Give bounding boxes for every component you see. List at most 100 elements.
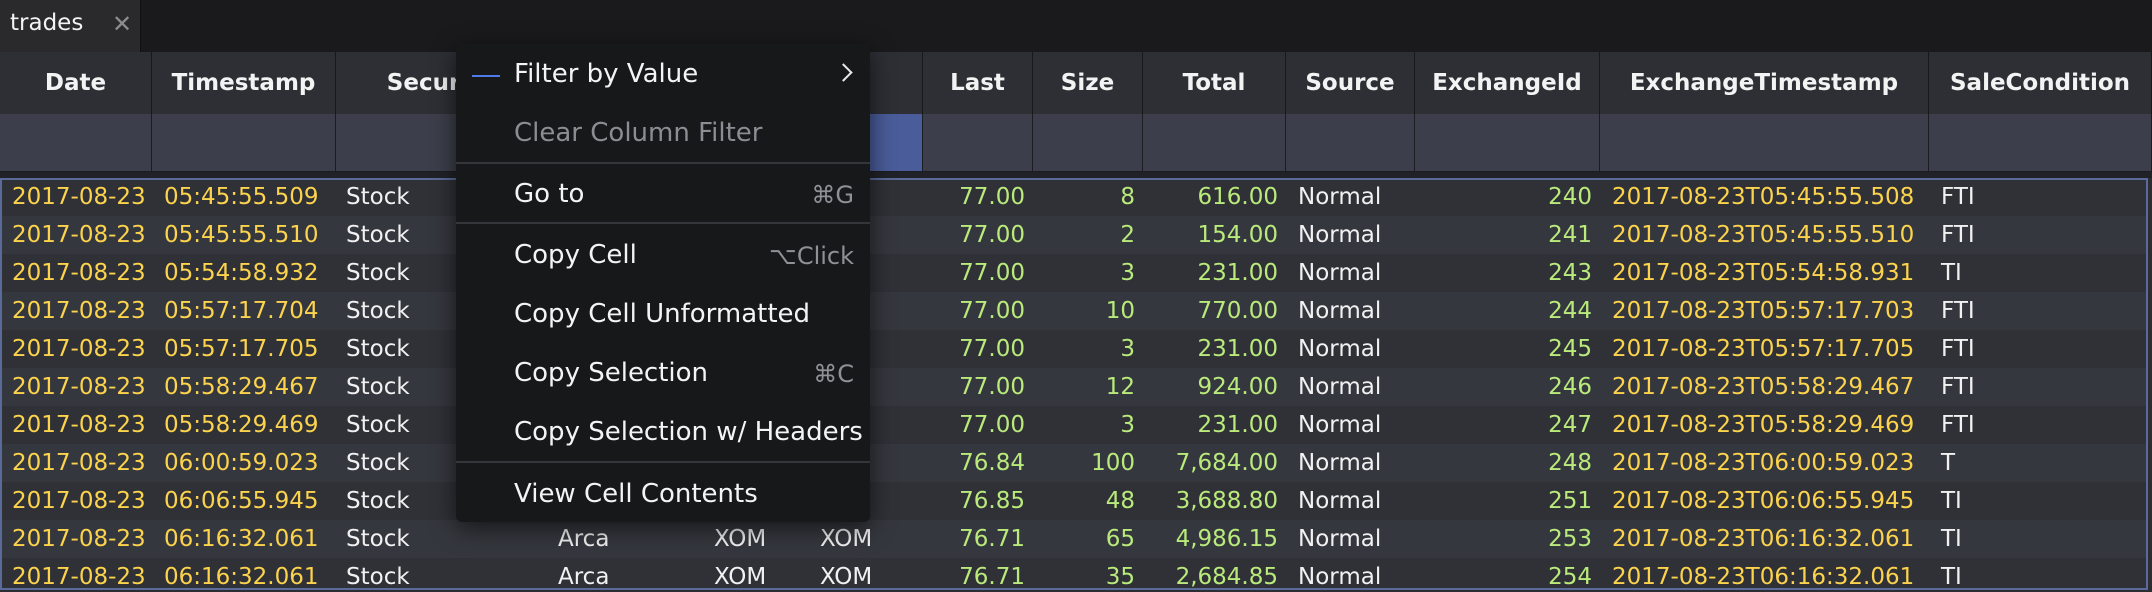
table-cell-total[interactable]: 3,688.80 (1175, 488, 1278, 514)
table-cell-exchange-timestamp[interactable]: 2017-08-23T05:54:58.931 (1612, 260, 1915, 286)
data-grid[interactable]: DateTimestampSecuritymLastSizeTotalSourc… (0, 52, 2152, 592)
table-cell-exchange-id[interactable]: 254 (1548, 564, 1592, 590)
tab-trades[interactable]: trades ✕ (0, 0, 141, 52)
table-row[interactable]: 2017-08-23 05:57:17.704 Stock 77.00 10 770.00… (2, 292, 2146, 330)
table-cell-security[interactable]: Stock (346, 298, 410, 324)
table-cell-date[interactable]: 2017-08-23 (12, 298, 146, 324)
filter-cell-total[interactable] (1143, 114, 1286, 172)
table-cell-size[interactable]: 65 (1105, 526, 1135, 552)
table-cell-total[interactable]: 2,684.85 (1175, 564, 1278, 590)
table-cell-security[interactable]: Stock (346, 450, 410, 476)
table-cell-timestamp[interactable]: 05:54:58.932 (164, 260, 319, 286)
table-cell-security[interactable]: Stock (346, 336, 410, 362)
table-cell-exchange-id[interactable]: 248 (1548, 450, 1592, 476)
table-cell-total[interactable]: 4,986.15 (1175, 526, 1278, 552)
table-cell-total[interactable]: 154.00 (1197, 222, 1278, 248)
filter-cell-sale-condition[interactable] (1929, 114, 2152, 172)
table-cell-sale-condition[interactable]: FTI (1941, 222, 1975, 248)
table-cell-last[interactable]: 76.85 (959, 488, 1025, 514)
column-header-total[interactable]: Total (1143, 52, 1286, 114)
table-cell-exchange-id[interactable]: 243 (1548, 260, 1592, 286)
table-cell-exchange-timestamp[interactable]: 2017-08-23T05:58:29.467 (1612, 374, 1915, 400)
table-cell-timestamp[interactable]: 05:45:55.509 (164, 184, 319, 210)
table-cell-last[interactable]: 77.00 (959, 298, 1025, 324)
table-row[interactable]: 2017-08-23 05:58:29.467 Stock 77.00 12 924.00… (2, 368, 2146, 406)
table-cell-exchange-id[interactable]: 247 (1548, 412, 1592, 438)
table-cell-sale-condition[interactable]: TI (1941, 564, 1962, 590)
table-cell-source[interactable]: Normal (1298, 184, 1382, 210)
close-icon[interactable]: ✕ (112, 10, 133, 38)
menu-item-copy-cell[interactable]: Copy Cell ⌥Click (456, 231, 870, 281)
filter-cell-timestamp[interactable] (152, 114, 336, 172)
table-row[interactable]: 2017-08-23 06:00:59.023 Stock 76.84 100 7,684… (2, 444, 2146, 482)
filter-cell-source[interactable] (1286, 114, 1415, 172)
table-cell-source[interactable]: Normal (1298, 336, 1382, 362)
table-cell-exchange-timestamp[interactable]: 2017-08-23T05:57:17.703 (1612, 298, 1915, 324)
menu-item-filter-by-value[interactable]: Filter by Value (456, 50, 870, 100)
table-cell-security[interactable]: Stock (346, 260, 410, 286)
table-cell-date[interactable]: 2017-08-23 (12, 450, 146, 476)
table-cell-exchange-timestamp[interactable]: 2017-08-23T06:00:59.023 (1612, 450, 1915, 476)
table-row[interactable]: 2017-08-23 05:45:55.510 Stock 77.00 2 154.00 N… (2, 216, 2146, 254)
table-cell-sale-condition[interactable]: FTI (1941, 184, 1975, 210)
table-cell-last[interactable]: 77.00 (959, 222, 1025, 248)
filter-cell-size[interactable] (1033, 114, 1143, 172)
table-cell-source[interactable]: Normal (1298, 374, 1382, 400)
table-cell-symbol[interactable]: XOM (714, 564, 767, 590)
filter-cell-date[interactable] (0, 114, 152, 172)
menu-item-copy-selection[interactable]: Copy Selection ⌘C (456, 349, 870, 399)
table-cell-sym[interactable]: XOM (820, 564, 873, 590)
table-cell-size[interactable]: 10 (1105, 298, 1135, 324)
table-cell-exchange-id[interactable]: 241 (1548, 222, 1592, 248)
table-row[interactable]: 2017-08-23 06:16:32.061 Stock Arca XOM XOM 76.… (2, 558, 2146, 590)
table-row[interactable]: 2017-08-23 06:06:55.945 Stock 76.85 48 3,688.… (2, 482, 2146, 520)
table-cell-timestamp[interactable]: 05:45:55.510 (164, 222, 319, 248)
table-cell-security[interactable]: Stock (346, 374, 410, 400)
table-cell-size[interactable]: 8 (1120, 184, 1135, 210)
column-header-source[interactable]: Source (1286, 52, 1415, 114)
table-row[interactable]: 2017-08-23 06:16:32.061 Stock Arca XOM XOM 76.… (2, 520, 2146, 558)
table-cell-sale-condition[interactable]: T (1941, 450, 1956, 476)
table-cell-source[interactable]: Normal (1298, 450, 1382, 476)
table-row[interactable]: 2017-08-23 05:45:55.509 Stock 77.00 8 616.00 N… (2, 180, 2146, 216)
table-cell-date[interactable]: 2017-08-23 (12, 336, 146, 362)
table-cell-exchange-timestamp[interactable]: 2017-08-23T05:45:55.508 (1612, 184, 1915, 210)
table-cell-exchange-timestamp[interactable]: 2017-08-23T05:57:17.705 (1612, 336, 1915, 362)
table-cell-source[interactable]: Normal (1298, 222, 1382, 248)
grid-body[interactable]: 2017-08-23 05:45:55.509 Stock 77.00 8 616.00 N… (0, 178, 2148, 590)
column-header-size[interactable]: Size (1033, 52, 1143, 114)
table-cell-source[interactable]: Normal (1298, 298, 1382, 324)
table-cell-date[interactable]: 2017-08-23 (12, 374, 146, 400)
table-cell-sale-condition[interactable]: FTI (1941, 336, 1975, 362)
table-cell-timestamp[interactable]: 05:57:17.704 (164, 298, 319, 324)
table-cell-date[interactable]: 2017-08-23 (12, 564, 146, 590)
table-row[interactable]: 2017-08-23 05:57:17.705 Stock 77.00 3 231.00 N… (2, 330, 2146, 368)
table-cell-security[interactable]: Stock (346, 488, 410, 514)
table-cell-exchange-id[interactable]: 240 (1548, 184, 1592, 210)
table-cell-security[interactable]: Stock (346, 184, 410, 210)
table-cell-last[interactable]: 77.00 (959, 184, 1025, 210)
table-cell-date[interactable]: 2017-08-23 (12, 222, 146, 248)
table-cell-exchange-timestamp[interactable]: 2017-08-23T05:45:55.510 (1612, 222, 1915, 248)
filter-cell-exchange-id[interactable] (1415, 114, 1600, 172)
table-cell-total[interactable]: 616.00 (1197, 184, 1278, 210)
table-cell-date[interactable]: 2017-08-23 (12, 260, 146, 286)
table-cell-total[interactable]: 7,684.00 (1175, 450, 1278, 476)
table-cell-total[interactable]: 231.00 (1197, 412, 1278, 438)
table-cell-timestamp[interactable]: 06:16:32.061 (164, 564, 319, 590)
table-cell-source[interactable]: Normal (1298, 564, 1382, 590)
table-cell-last[interactable]: 77.00 (959, 374, 1025, 400)
table-cell-timestamp[interactable]: 06:00:59.023 (164, 450, 319, 476)
table-cell-sale-condition[interactable]: TI (1941, 526, 1962, 552)
table-cell-size[interactable]: 3 (1120, 412, 1135, 438)
table-cell-exchange[interactable]: Arca (558, 564, 610, 590)
table-cell-sale-condition[interactable]: TI (1941, 260, 1962, 286)
table-cell-timestamp[interactable]: 05:58:29.467 (164, 374, 319, 400)
column-header-exchange-timestamp[interactable]: ExchangeTimestamp (1600, 52, 1929, 114)
table-cell-security[interactable]: Stock (346, 564, 410, 590)
table-cell-last[interactable]: 77.00 (959, 336, 1025, 362)
table-cell-last[interactable]: 76.84 (959, 450, 1025, 476)
table-cell-timestamp[interactable]: 06:16:32.061 (164, 526, 319, 552)
table-cell-exchange[interactable]: Arca (558, 526, 610, 552)
table-cell-timestamp[interactable]: 06:06:55.945 (164, 488, 319, 514)
